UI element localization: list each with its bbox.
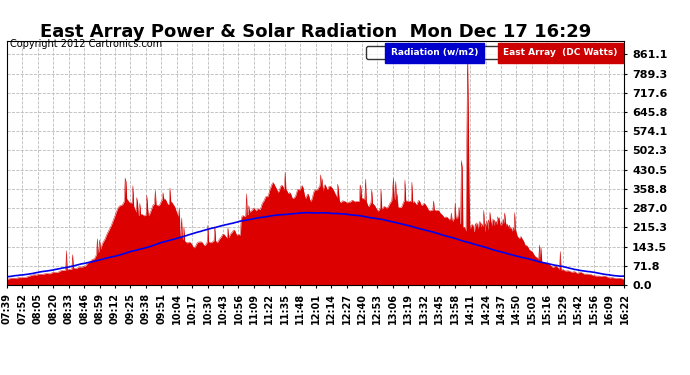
Title: East Array Power & Solar Radiation  Mon Dec 17 16:29: East Array Power & Solar Radiation Mon D…	[40, 23, 591, 41]
Text: Copyright 2012 Cartronics.com: Copyright 2012 Cartronics.com	[10, 39, 162, 50]
Legend: Radiation (w/m2), East Array  (DC Watts): Radiation (w/m2), East Array (DC Watts)	[366, 46, 620, 59]
